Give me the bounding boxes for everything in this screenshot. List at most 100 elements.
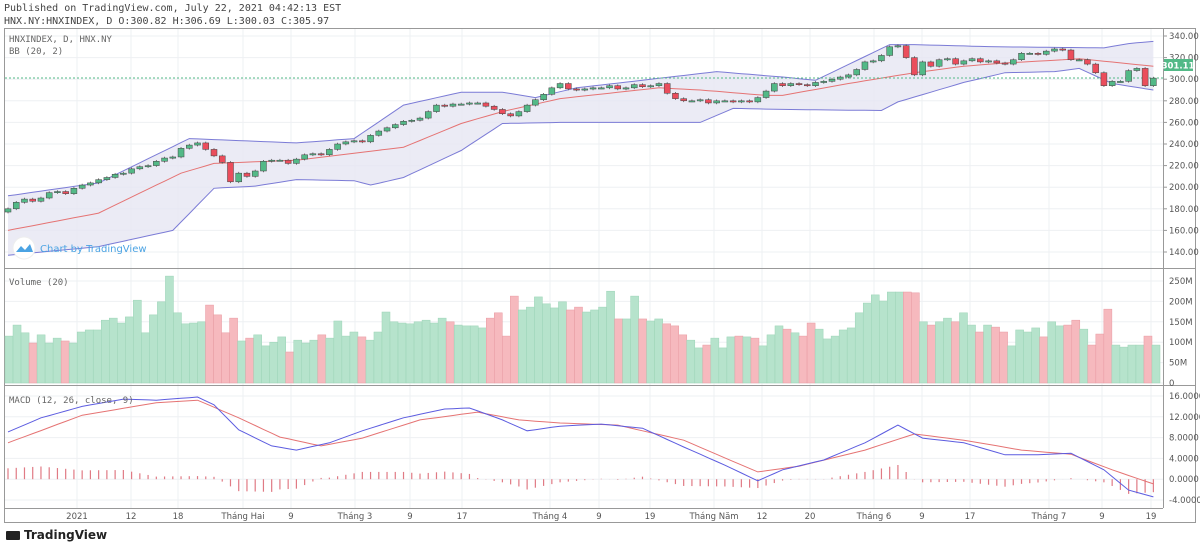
- volume-bar: [1031, 327, 1040, 384]
- candle-up: [268, 159, 275, 162]
- volume-bar: [678, 334, 688, 384]
- candle-up: [457, 103, 465, 106]
- bb-legend[interactable]: BB (20, 2): [9, 47, 63, 57]
- macd-pane: [7, 396, 1154, 498]
- volume-bar: [654, 318, 663, 384]
- volume-legend[interactable]: Volume (20): [9, 278, 69, 288]
- candle-up: [342, 141, 350, 145]
- time-tick-label: 17: [965, 512, 976, 522]
- candle-down: [1084, 59, 1091, 65]
- volume-bar: [614, 318, 623, 384]
- macd-legend[interactable]: MACD (12, 26, close, 9): [9, 396, 134, 406]
- candle-up: [919, 61, 926, 76]
- time-axis[interactable]: 2021 12 18 Tháng Hai 9 Tháng 3 9 17 Tháng 4 9 19 Th…: [66, 512, 1156, 522]
- time-tick-label: Tháng 6: [856, 512, 892, 522]
- volume-axis[interactable]: 250M 200M 150M 100M 50M 0: [1169, 277, 1193, 389]
- volume-bar: [999, 331, 1008, 384]
- volume-bar: [309, 339, 319, 384]
- price-axis[interactable]: 340.00 320.00 300.00 280.00 260.00 240.00 220.…: [1163, 32, 1199, 258]
- candle-up: [647, 85, 654, 88]
- candle-down: [779, 83, 786, 86]
- time-tick-label: 19: [645, 512, 656, 522]
- candle-up: [1010, 59, 1017, 65]
- volume-bar: [20, 332, 30, 384]
- price-tick-label: 200.00: [1169, 183, 1199, 193]
- volume-bar: [734, 335, 744, 384]
- macd-axis[interactable]: 16.0000 12.0000 8.0000 4.0000 0.0000 -4.0000: [1169, 392, 1200, 506]
- candle-up: [21, 198, 28, 203]
- volume-bar: [758, 345, 768, 384]
- footer-logo-text: TradingView: [24, 528, 108, 542]
- candle-up: [54, 191, 61, 193]
- candle-up: [87, 182, 94, 186]
- ohlc-readout: HNX.NY:HNXINDEX, D O:300.82 H:306.69 L:3…: [4, 16, 330, 27]
- candle-up: [581, 88, 589, 91]
- candle-down: [210, 149, 218, 157]
- bollinger-bands: [7, 40, 1154, 256]
- volume-tick-label: 200M: [1169, 297, 1193, 307]
- volume-bar: [173, 312, 182, 384]
- candle-up: [515, 111, 523, 117]
- volume-bar: [502, 335, 511, 384]
- candle-down: [359, 140, 366, 143]
- time-tick-label: 12: [126, 512, 137, 522]
- volume-bar: [333, 320, 343, 384]
- volume-bar: [582, 311, 591, 384]
- volume-bar: [44, 342, 54, 384]
- volume-bar: [486, 317, 495, 384]
- volume-bar: [92, 329, 102, 384]
- volume-bar: [838, 329, 848, 384]
- candle-up: [1042, 50, 1050, 55]
- candle-up: [136, 166, 144, 170]
- candle-up: [350, 140, 358, 143]
- watermark[interactable]: Chart by TradingView: [12, 236, 147, 260]
- candle-up: [721, 100, 729, 103]
- candle-up: [400, 121, 407, 125]
- volume-bar: [806, 322, 816, 384]
- volume-bar: [694, 347, 704, 384]
- volume-bar: [365, 339, 375, 384]
- volume-bar: [975, 331, 984, 384]
- volume-bar: [253, 334, 262, 384]
- candle-down: [952, 58, 959, 65]
- volume-bar: [373, 331, 383, 384]
- volume-bar: [518, 309, 527, 384]
- volume-bar: [574, 306, 583, 384]
- candle-up: [630, 84, 638, 89]
- volume-bar: [686, 339, 696, 384]
- candle-up: [375, 130, 383, 136]
- candle-up: [713, 100, 720, 104]
- candle-down: [441, 104, 448, 107]
- time-tick-label: Tháng Năm: [688, 512, 738, 522]
- candle-up: [111, 173, 119, 178]
- volume-bar: [766, 334, 776, 384]
- candle-up: [45, 192, 53, 199]
- volume-bar: [951, 321, 960, 384]
- candle-up: [853, 69, 860, 76]
- candle-down: [804, 84, 811, 87]
- candle-up: [532, 99, 539, 106]
- volume-bar: [1063, 324, 1073, 384]
- volume-bar: [726, 336, 736, 384]
- candle-down: [902, 45, 910, 58]
- candle-up: [548, 87, 556, 95]
- candle-up: [787, 83, 795, 86]
- volume-bar: [141, 332, 150, 384]
- volume-tick-label: 150M: [1169, 318, 1193, 328]
- candle-up: [622, 87, 630, 90]
- candle-down: [1001, 62, 1009, 65]
- candle-down: [573, 88, 580, 91]
- volume-bar: [702, 344, 712, 384]
- volume-bar: [943, 317, 952, 384]
- volume-bar: [854, 312, 864, 384]
- volume-bar: [317, 334, 327, 384]
- time-tick-label: Tháng 4: [532, 512, 568, 522]
- volume-bar: [1087, 344, 1097, 384]
- volume-bar: [76, 331, 86, 384]
- volume-bar: [381, 311, 391, 384]
- volume-bar: [1015, 329, 1024, 384]
- volume-bar: [1023, 331, 1032, 384]
- volume-bar: [221, 332, 230, 384]
- symbol-legend[interactable]: HNXINDEX, D, HNX.NY: [9, 35, 113, 45]
